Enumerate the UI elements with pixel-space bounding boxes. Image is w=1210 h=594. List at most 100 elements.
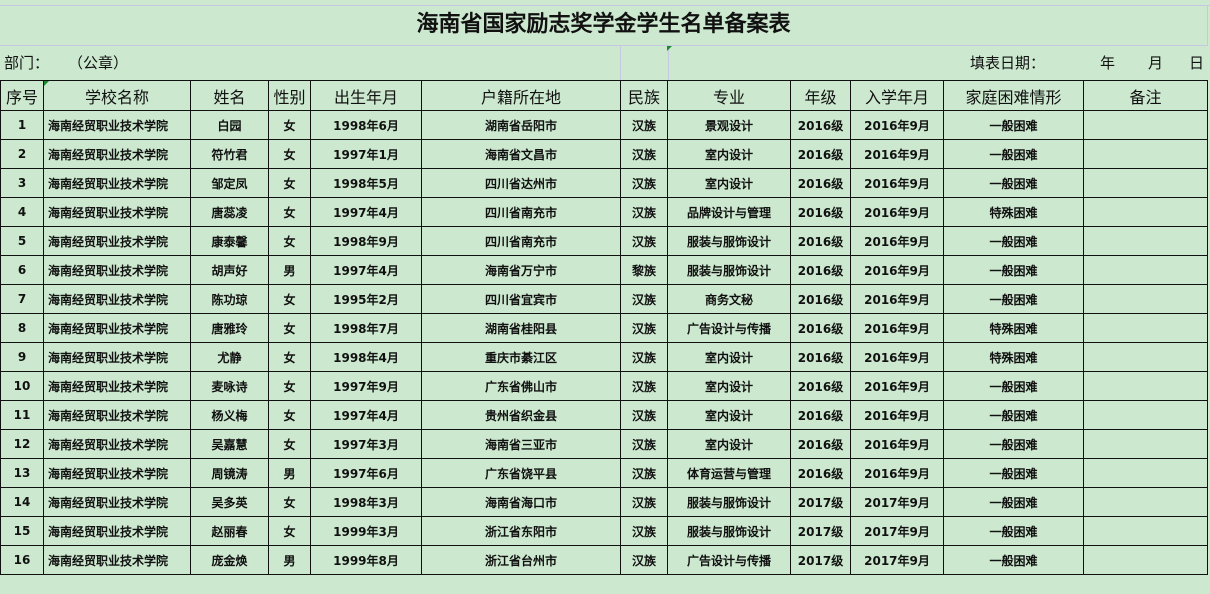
cell-hardship[interactable]: 一般困难 — [943, 487, 1084, 517]
cell-hometown[interactable]: 湖南省桂阳县 — [421, 313, 621, 343]
cell-gender[interactable]: 女 — [268, 371, 311, 401]
header-col-hometown[interactable]: 户籍所在地 — [421, 80, 621, 111]
cell-hometown[interactable]: 贵州省织金县 — [421, 400, 621, 430]
cell-remarks[interactable] — [1083, 516, 1208, 546]
cell-hometown[interactable]: 海南省万宁市 — [421, 255, 621, 285]
cell-hometown[interactable]: 四川省达州市 — [421, 168, 621, 198]
cell-enroll[interactable]: 2017年9月 — [850, 487, 944, 517]
cell-enroll[interactable]: 2016年9月 — [850, 429, 944, 459]
header-col-name[interactable]: 姓名 — [190, 80, 269, 111]
header-col-major[interactable]: 专业 — [667, 80, 791, 111]
cell-major[interactable]: 服装与服饰设计 — [667, 487, 791, 517]
dept-label[interactable]: 部门： — [4, 54, 50, 72]
cell-school[interactable]: 海南经贸职业技术学院 — [43, 197, 191, 227]
empty-cell[interactable] — [620, 45, 669, 80]
cell-name[interactable]: 白园 — [190, 110, 269, 140]
cell-gender[interactable]: 女 — [268, 110, 311, 140]
cell-index[interactable]: 15 — [0, 516, 44, 546]
cell-grade[interactable]: 2016级 — [790, 197, 851, 227]
cell-enroll[interactable]: 2016年9月 — [850, 255, 944, 285]
header-col-enroll[interactable]: 入学年月 — [850, 80, 944, 111]
header-col-ethnicity[interactable]: 民族 — [620, 80, 668, 111]
cell-hardship[interactable]: 一般困难 — [943, 139, 1084, 169]
cell-ethnicity[interactable]: 汉族 — [620, 110, 668, 140]
grid-top-row[interactable] — [0, 0, 1210, 6]
header-col-birth[interactable]: 出生年月 — [310, 80, 422, 111]
cell-gender[interactable]: 女 — [268, 342, 311, 372]
cell-ethnicity[interactable]: 汉族 — [620, 400, 668, 430]
cell-enroll[interactable]: 2016年9月 — [850, 284, 944, 314]
cell-gender[interactable]: 男 — [268, 545, 311, 575]
cell-index[interactable]: 8 — [0, 313, 44, 343]
cell-grade[interactable]: 2016级 — [790, 255, 851, 285]
cell-hometown[interactable]: 湖南省岳阳市 — [421, 110, 621, 140]
cell-birth[interactable]: 1998年5月 — [310, 168, 422, 198]
cell-hardship[interactable]: 一般困难 — [943, 429, 1084, 459]
cell-remarks[interactable] — [1083, 429, 1208, 459]
cell-hometown[interactable]: 四川省南充市 — [421, 197, 621, 227]
cell-school[interactable]: 海南经贸职业技术学院 — [43, 313, 191, 343]
cell-gender[interactable]: 女 — [268, 168, 311, 198]
cell-name[interactable]: 杨义梅 — [190, 400, 269, 430]
cell-enroll[interactable]: 2016年9月 — [850, 226, 944, 256]
cell-ethnicity[interactable]: 汉族 — [620, 342, 668, 372]
cell-index[interactable]: 5 — [0, 226, 44, 256]
cell-hardship[interactable]: 一般困难 — [943, 168, 1084, 198]
cell-enroll[interactable]: 2017年9月 — [850, 516, 944, 546]
cell-school[interactable]: 海南经贸职业技术学院 — [43, 371, 191, 401]
cell-index[interactable]: 7 — [0, 284, 44, 314]
cell-birth[interactable]: 1999年8月 — [310, 545, 422, 575]
cell-remarks[interactable] — [1083, 197, 1208, 227]
cell-index[interactable]: 16 — [0, 545, 44, 575]
cell-remarks[interactable] — [1083, 342, 1208, 372]
cell-major[interactable]: 室内设计 — [667, 400, 791, 430]
cell-index[interactable]: 14 — [0, 487, 44, 517]
cell-hometown[interactable]: 广东省佛山市 — [421, 371, 621, 401]
cell-ethnicity[interactable]: 汉族 — [620, 197, 668, 227]
cell-school[interactable]: 海南经贸职业技术学院 — [43, 168, 191, 198]
header-col-remarks[interactable]: 备注 — [1083, 80, 1208, 111]
cell-grade[interactable]: 2017级 — [790, 487, 851, 517]
cell-gender[interactable]: 女 — [268, 487, 311, 517]
cell-gender[interactable]: 男 — [268, 458, 311, 488]
cell-remarks[interactable] — [1083, 545, 1208, 575]
cell-major[interactable]: 广告设计与传播 — [667, 313, 791, 343]
cell-hometown[interactable]: 海南省海口市 — [421, 487, 621, 517]
cell-ethnicity[interactable]: 汉族 — [620, 429, 668, 459]
cell-index[interactable]: 10 — [0, 371, 44, 401]
cell-index[interactable]: 3 — [0, 168, 44, 198]
cell-hometown[interactable]: 浙江省台州市 — [421, 545, 621, 575]
cell-birth[interactable]: 1997年4月 — [310, 197, 422, 227]
cell-grade[interactable]: 2016级 — [790, 400, 851, 430]
cell-hometown[interactable]: 广东省饶平县 — [421, 458, 621, 488]
cell-remarks[interactable] — [1083, 255, 1208, 285]
cell-enroll[interactable]: 2016年9月 — [850, 168, 944, 198]
cell-birth[interactable]: 1999年3月 — [310, 516, 422, 546]
cell-index[interactable]: 9 — [0, 342, 44, 372]
cell-birth[interactable]: 1995年2月 — [310, 284, 422, 314]
cell-major[interactable]: 室内设计 — [667, 371, 791, 401]
cell-index[interactable]: 6 — [0, 255, 44, 285]
cell-birth[interactable]: 1997年1月 — [310, 139, 422, 169]
header-col-grade[interactable]: 年级 — [790, 80, 851, 111]
cell-grade[interactable]: 2016级 — [790, 313, 851, 343]
cell-gender[interactable]: 女 — [268, 226, 311, 256]
cell-gender[interactable]: 女 — [268, 516, 311, 546]
cell-name[interactable]: 陈功琼 — [190, 284, 269, 314]
cell-enroll[interactable]: 2016年9月 — [850, 197, 944, 227]
header-col-hardship[interactable]: 家庭困难情形 — [943, 80, 1084, 111]
cell-major[interactable]: 品牌设计与管理 — [667, 197, 791, 227]
cell-name[interactable]: 周镜涛 — [190, 458, 269, 488]
cell-school[interactable]: 海南经贸职业技术学院 — [43, 429, 191, 459]
cell-remarks[interactable] — [1083, 313, 1208, 343]
cell-index[interactable]: 12 — [0, 429, 44, 459]
cell-ethnicity[interactable]: 汉族 — [620, 545, 668, 575]
cell-ethnicity[interactable]: 汉族 — [620, 487, 668, 517]
cell-enroll[interactable]: 2016年9月 — [850, 139, 944, 169]
header-col-school[interactable]: 学校名称 — [43, 80, 191, 111]
cell-school[interactable]: 海南经贸职业技术学院 — [43, 516, 191, 546]
cell-enroll[interactable]: 2016年9月 — [850, 110, 944, 140]
cell-ethnicity[interactable]: 汉族 — [620, 226, 668, 256]
cell-major[interactable]: 服装与服饰设计 — [667, 516, 791, 546]
cell-school[interactable]: 海南经贸职业技术学院 — [43, 255, 191, 285]
